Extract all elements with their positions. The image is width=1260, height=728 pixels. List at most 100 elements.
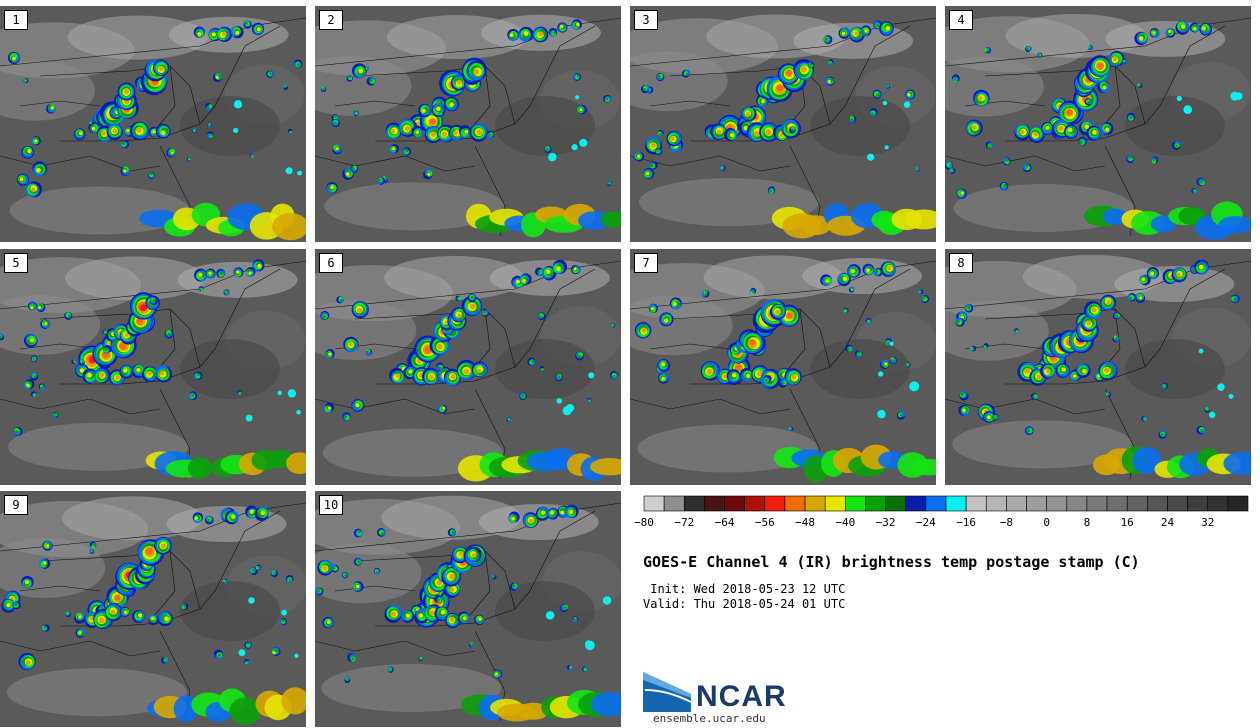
colorbar-swatch [643,495,665,512]
convective-cell [658,372,669,384]
border-line [19,100,101,107]
colorbar-swatch [804,495,826,512]
convective-cell [104,603,123,621]
member-panel-7: 7 [630,249,936,485]
convective-cell [581,666,588,672]
convective-cell [353,557,362,566]
convective-cell [31,136,41,146]
convective-cell [984,46,992,54]
convective-cell [155,123,171,139]
border-line [474,510,596,624]
convective-cell [547,507,559,520]
convective-cell [1231,294,1240,304]
convective-cell [1024,426,1034,435]
convective-cell [700,361,721,381]
convective-cell [341,572,349,579]
low-cloud [548,152,557,162]
low-cloud [233,100,243,109]
member-number: 1 [4,10,28,30]
convective-cell [1063,124,1079,139]
convective-cell [51,412,59,418]
convective-cell [249,153,255,158]
convective-cell [384,605,402,623]
convective-cell [471,361,488,378]
ir-map [945,13,1251,240]
convective-cell [443,368,462,386]
convective-cell [270,569,278,578]
border-line [159,268,281,382]
convective-cell [537,312,546,321]
border-line [0,398,161,415]
convective-cell [1014,328,1019,334]
convective-cell [1089,55,1111,78]
convective-cell [42,540,53,551]
border-line [789,268,911,382]
convective-cell [252,259,265,272]
convective-cell [468,642,475,648]
convective-cell [249,567,258,576]
convective-cell [885,338,893,346]
convective-cell [22,78,29,83]
convective-cell [719,165,726,171]
convective-cell [458,125,471,138]
convective-cell [41,624,50,632]
dry-slot [1125,339,1225,399]
convective-cell [910,459,936,476]
colorbar [643,495,1249,512]
convective-cell [11,601,21,610]
convective-cell [879,359,890,370]
convective-cell [353,528,363,538]
colorbar-swatch [724,495,745,512]
convective-cell [506,417,512,423]
convective-cell [88,119,94,126]
convective-cell [750,287,757,295]
convective-cell [436,362,444,370]
dry-slot [495,96,595,156]
member-number: 10 [319,495,343,515]
cloud-haze [324,182,505,231]
colorbar-swatch [1187,495,1209,512]
colorbar-tick-label: −32 [875,516,896,529]
convective-cell [205,268,216,279]
convective-cell [39,558,51,569]
convective-cell [166,148,176,158]
convective-cell [539,365,545,372]
convective-cell [255,564,262,571]
cloud-haze [62,496,203,541]
convective-cell [656,72,665,82]
convective-cell [342,167,354,180]
convective-cell [132,610,146,623]
convective-cell [25,181,43,198]
convective-cell [956,188,967,199]
low-cloud [884,145,889,150]
cloud-haze [384,255,525,300]
convective-cell [634,322,652,339]
border-line [1104,25,1226,139]
convective-cell [352,581,364,592]
convective-cell [74,612,85,624]
convective-cell [229,697,262,725]
border-line [0,17,306,67]
convective-cell [186,157,192,162]
convective-cell [544,145,552,153]
low-cloud [571,144,578,151]
low-cloud [545,611,555,620]
convective-cell [885,84,890,89]
convective-cell [45,104,56,114]
border-line [315,502,621,552]
border-line [630,260,936,310]
dry-slot [180,96,280,156]
convective-cell [181,603,189,610]
border-line [484,550,516,610]
convective-cell [767,186,776,194]
convective-cell [450,74,467,91]
member-panel-1: 1 [0,6,306,242]
convective-cell [36,302,46,313]
convective-cell [103,345,112,354]
convective-cell [461,295,482,317]
convective-cell [1014,123,1031,141]
convective-cell [272,213,306,241]
convective-cell [554,373,563,382]
colorbar-swatch [1126,495,1148,512]
member-panel-6: 6 [315,249,621,485]
